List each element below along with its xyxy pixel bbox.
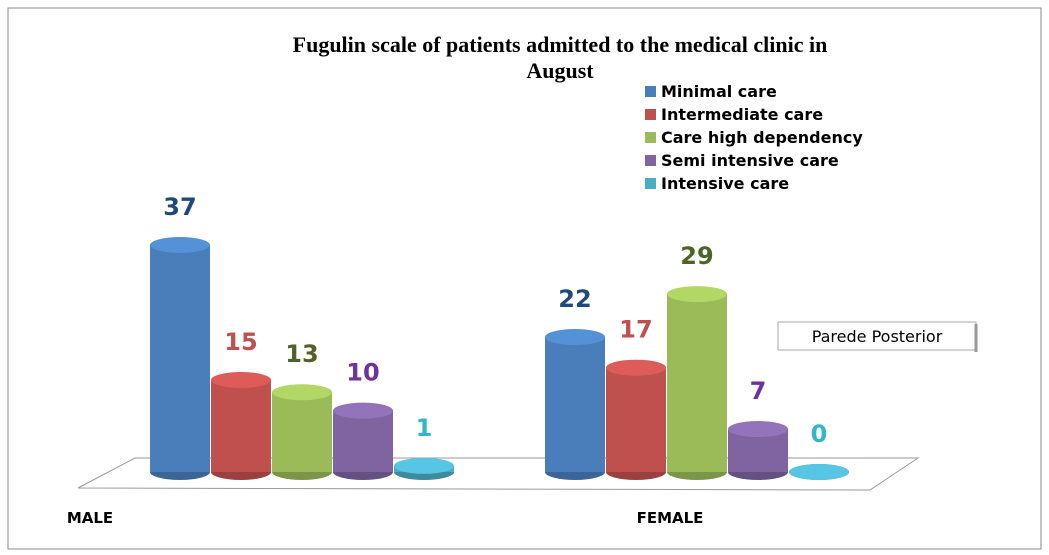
bar (272, 384, 332, 480)
annotation: Parede Posterior (812, 327, 943, 346)
legend-label: Care high dependency (661, 128, 863, 147)
x-tick-label: MALE (67, 509, 113, 527)
bar (667, 286, 727, 480)
bar (150, 237, 210, 480)
data-label: 7 (750, 377, 767, 405)
x-tick-label: FEMALE (637, 509, 704, 527)
legend-label: Minimal care (661, 82, 777, 101)
bar (545, 329, 605, 480)
data-label: 15 (224, 328, 257, 356)
bar (333, 402, 393, 480)
legend-swatch (645, 178, 656, 189)
data-label: 1 (416, 414, 433, 442)
legend-swatch (645, 155, 656, 166)
data-label: 10 (346, 359, 379, 387)
data-label: 29 (680, 242, 713, 270)
bar (606, 359, 666, 480)
legend-swatch (645, 109, 656, 120)
legend-label: Intensive care (661, 174, 789, 193)
chart-title: Fugulin scale of patients admitted to th… (293, 32, 828, 83)
legend-label: Intermediate care (661, 105, 823, 124)
data-label: 22 (558, 285, 591, 313)
bar (211, 371, 271, 480)
bar (789, 464, 849, 480)
data-label: 0 (811, 420, 828, 448)
legend-swatch (645, 132, 656, 143)
bar (728, 421, 788, 480)
legend-label: Semi intensive care (661, 151, 839, 170)
bar (394, 457, 454, 480)
data-label: 13 (285, 340, 318, 368)
data-label: 37 (163, 193, 196, 221)
legend-swatch (645, 86, 656, 97)
data-label: 17 (619, 316, 652, 344)
